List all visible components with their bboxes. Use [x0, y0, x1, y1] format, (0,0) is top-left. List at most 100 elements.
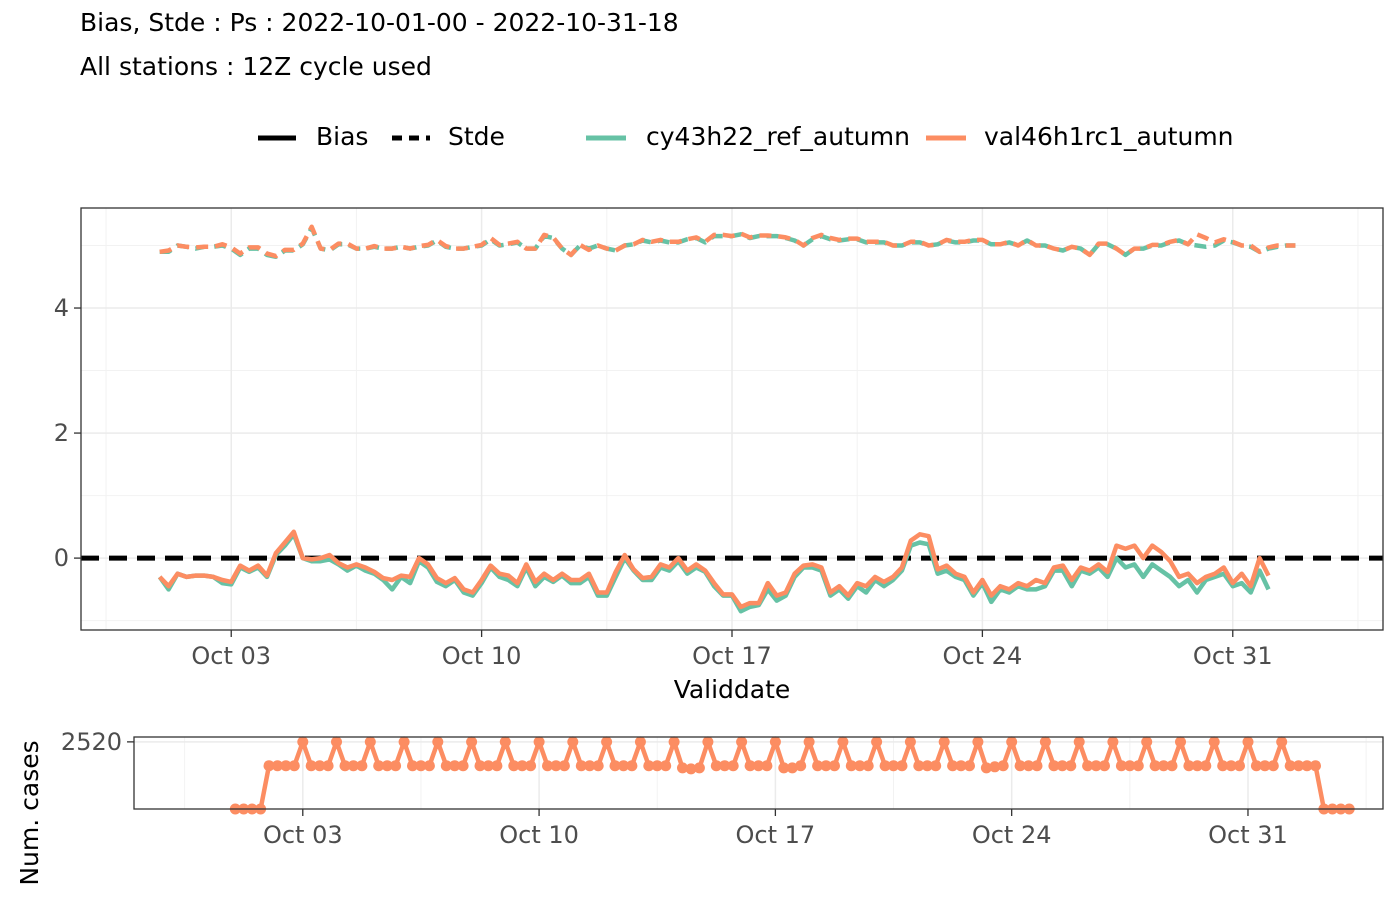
x-tick-label: Oct 24: [943, 642, 1023, 670]
data-point: [1250, 760, 1262, 772]
x-tick-label: Oct 03: [263, 821, 343, 849]
data-point: [1090, 760, 1102, 772]
data-point: [525, 760, 537, 772]
data-point: [331, 736, 342, 748]
data-point: [1301, 760, 1313, 772]
x-tick-label: Oct 10: [499, 821, 579, 849]
data-point: [1141, 736, 1153, 748]
data-point: [736, 736, 748, 748]
data-point: [280, 760, 292, 772]
data-point: [845, 760, 857, 772]
legend-key-val46: [926, 135, 966, 141]
data-point: [1124, 760, 1136, 772]
data-point: [432, 736, 444, 748]
x-tick-label: Oct 17: [692, 642, 772, 670]
data-point: [1293, 760, 1305, 772]
data-point: [449, 760, 461, 772]
data-point: [626, 760, 638, 772]
data-point: [803, 736, 815, 748]
data-point: [980, 762, 992, 774]
data-point: [618, 760, 629, 772]
data-point: [786, 762, 798, 774]
data-point: [398, 736, 410, 748]
data-point: [272, 760, 283, 772]
data-point: [322, 760, 334, 772]
data-point: [381, 760, 393, 772]
data-point: [719, 760, 731, 772]
data-point: [812, 760, 824, 772]
data-point: [474, 760, 486, 772]
legend-label-cy43: cy43h22_ref_autumn: [646, 122, 910, 151]
data-point: [1031, 760, 1043, 772]
data-point: [651, 760, 663, 772]
data-point: [516, 760, 528, 772]
data-point: [854, 760, 866, 772]
data-point: [288, 760, 300, 772]
data-point: [1200, 760, 1212, 772]
data-point: [1056, 760, 1068, 772]
data-point: [997, 760, 1009, 772]
data-point: [1073, 736, 1085, 748]
data-point: [989, 761, 1001, 773]
data-point: [660, 760, 672, 772]
data-point: [482, 760, 494, 772]
data-point: [930, 760, 942, 772]
data-point: [1149, 760, 1161, 772]
y-tick-label: 2520: [61, 728, 122, 756]
data-point: [407, 760, 418, 772]
data-point: [1191, 760, 1203, 772]
data-point: [491, 760, 503, 772]
data-point: [921, 760, 933, 772]
data-point: [1107, 736, 1119, 748]
data-point: [558, 760, 570, 772]
data-point: [584, 760, 596, 772]
x-tick-label: Oct 10: [442, 642, 522, 670]
data-point: [1310, 760, 1321, 772]
legend-key-solid: [258, 135, 296, 141]
legend-label-bias: Bias: [316, 122, 369, 151]
data-point: [871, 736, 883, 748]
x-tick-label: Oct 31: [1208, 821, 1288, 849]
data-point: [769, 736, 781, 748]
data-point: [1234, 760, 1245, 772]
data-point: [592, 760, 604, 772]
x-tick-label: Oct 31: [1193, 642, 1273, 670]
data-point: [508, 760, 520, 772]
data-point: [1048, 760, 1060, 772]
data-point: [1099, 760, 1110, 772]
data-point: [423, 760, 435, 772]
chart-title: Bias, Stde : Ps : 2022-10-01-00 - 2022-1…: [80, 8, 679, 37]
data-point: [609, 760, 621, 772]
data-point: [888, 760, 899, 772]
data-point: [913, 760, 925, 772]
data-point: [1259, 760, 1271, 772]
data-point: [972, 736, 984, 748]
y-axis-label: Num. cases: [15, 740, 44, 885]
data-point: [440, 760, 452, 772]
data-point: [466, 736, 478, 748]
data-point: [1175, 736, 1186, 748]
x-tick-label: Oct 24: [972, 821, 1052, 849]
data-point: [677, 762, 688, 774]
data-point: [964, 760, 975, 772]
data-point: [1115, 760, 1127, 772]
data-point: [938, 736, 950, 748]
chart-subtitle: All stations : 12Z cycle used: [80, 52, 432, 81]
data-point: [297, 736, 309, 748]
data-point: [1276, 736, 1288, 748]
panel-border: [133, 736, 1384, 810]
data-point: [685, 763, 697, 775]
data-point: [702, 736, 714, 748]
legend-key-dashed: [392, 135, 430, 141]
data-point: [761, 760, 773, 772]
data-point: [499, 736, 511, 748]
data-point: [820, 760, 832, 772]
data-point: [1284, 760, 1296, 772]
data-point: [314, 760, 326, 772]
panel-background: [134, 737, 1383, 809]
data-point: [575, 760, 587, 772]
x-axis-label: Validdate: [674, 675, 791, 700]
data-point: [373, 760, 385, 772]
bias-series-line-val46h1rc1_autumn: [158, 529, 1271, 610]
stde-series-line-val46h1rc1_autumn: [159, 224, 1296, 259]
